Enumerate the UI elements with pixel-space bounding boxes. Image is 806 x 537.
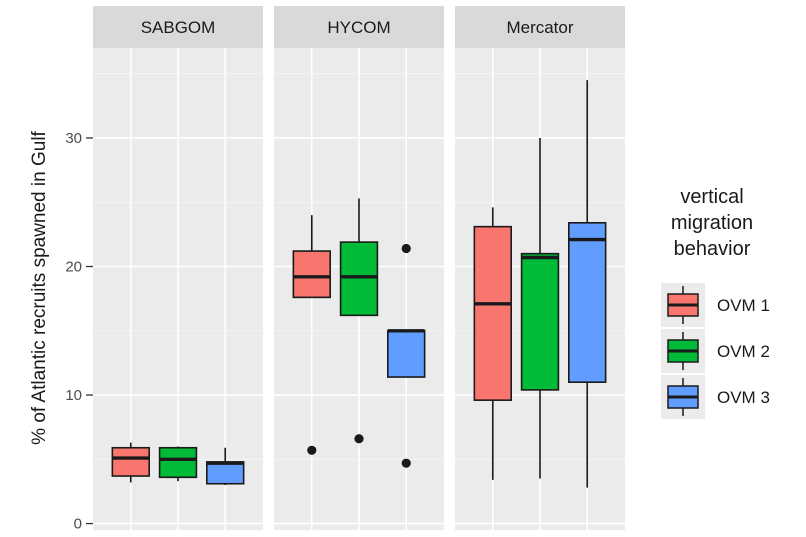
facet-strip bbox=[93, 6, 263, 48]
box-body bbox=[292, 250, 331, 299]
legend-title: migration bbox=[671, 212, 753, 234]
facet-strip bbox=[455, 6, 625, 48]
y-axis-label: % of Atlantic recruits spawned in Gulf bbox=[29, 130, 50, 444]
facet-mercator: Mercator bbox=[455, 6, 625, 530]
facet-panels: SABGOM HYCOM Mercator bbox=[93, 6, 625, 530]
legend-item-ovm-1: OVM 1 bbox=[661, 283, 770, 327]
y-tick-label: 10 bbox=[65, 387, 82, 404]
box-body bbox=[568, 222, 607, 383]
box-ovm-1 bbox=[292, 215, 331, 455]
facet-hycom: HYCOM bbox=[274, 6, 444, 530]
box-ovm-3 bbox=[568, 80, 607, 488]
y-tick-label: 30 bbox=[65, 130, 82, 147]
legend-label: OVM 1 bbox=[717, 296, 770, 315]
box-ovm-2 bbox=[520, 137, 560, 479]
box-body bbox=[520, 252, 560, 391]
box-ovm-1 bbox=[111, 442, 150, 483]
facet-strip bbox=[274, 6, 444, 48]
facet-strip-label: HYCOM bbox=[327, 18, 390, 37]
box-ovm-3 bbox=[206, 447, 245, 486]
outlier-point bbox=[401, 243, 411, 254]
y-axis: 0 10 20 30 bbox=[65, 130, 93, 533]
legend-label: OVM 3 bbox=[717, 388, 770, 407]
box-ovm-1 bbox=[473, 207, 512, 480]
outlier-point bbox=[401, 458, 411, 468]
legend-item-ovm-3: OVM 3 bbox=[661, 375, 770, 419]
facet-strip-label: Mercator bbox=[506, 18, 573, 37]
legend-label: OVM 2 bbox=[717, 342, 770, 361]
facet-strip-label: SABGOM bbox=[141, 18, 216, 37]
box-ovm-2 bbox=[339, 198, 379, 444]
outlier-point bbox=[307, 445, 317, 455]
box-body bbox=[387, 329, 426, 378]
outlier-point bbox=[354, 434, 364, 444]
y-tick-label: 0 bbox=[74, 516, 82, 533]
box-body bbox=[473, 225, 512, 401]
box-ovm-3 bbox=[387, 243, 426, 468]
facet-sabgom: SABGOM bbox=[93, 6, 263, 530]
box-body bbox=[158, 446, 198, 479]
legend-item-ovm-2: OVM 2 bbox=[661, 329, 770, 373]
box-body bbox=[111, 446, 150, 477]
box-ovm-2 bbox=[158, 446, 198, 482]
legend-title: behavior bbox=[674, 238, 751, 260]
legend: vertical migration behavior OVM 1 OVM 2 OVM 3 bbox=[661, 186, 770, 419]
y-tick-label: 20 bbox=[65, 259, 82, 276]
legend-title: vertical bbox=[680, 186, 743, 208]
box-body bbox=[339, 241, 379, 317]
box-body bbox=[206, 461, 245, 485]
